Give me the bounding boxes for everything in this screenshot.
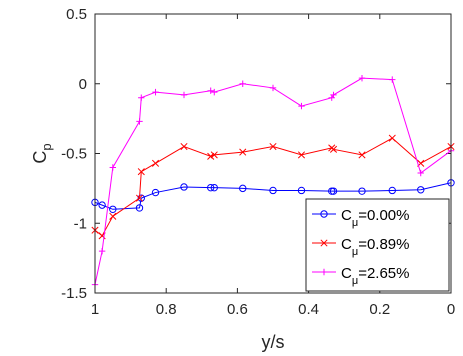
data-point-x <box>135 194 144 202</box>
data-point-plus <box>211 88 218 96</box>
legend-label-value: =0.89% <box>358 236 409 253</box>
x-tick-label: 0.6 <box>227 301 248 318</box>
data-point-plus <box>417 169 424 177</box>
data-point-circle <box>109 205 117 214</box>
legend-entry-2: Cμ=0.89% <box>312 236 409 258</box>
series-1 <box>91 179 455 214</box>
legend-label-subscript: μ <box>352 275 358 287</box>
data-point-plus <box>138 94 145 101</box>
data-point-plus <box>358 74 366 82</box>
data-point-circle <box>210 183 218 192</box>
legend-label: Cμ=2.65% <box>341 265 409 287</box>
data-point-x <box>210 151 218 159</box>
data-point-x <box>388 134 396 142</box>
data-point-circle <box>297 186 306 195</box>
data-point-circle <box>239 184 247 193</box>
x-tick-label: 0 <box>447 301 455 318</box>
data-point-x <box>358 151 366 159</box>
data-point-x <box>180 142 188 151</box>
data-point-plus <box>98 247 106 255</box>
data-point-x <box>151 159 160 167</box>
legend-entry-3: Cμ=2.65% <box>312 265 409 287</box>
series-line <box>94 137 452 237</box>
data-point-circle <box>137 194 145 202</box>
data-point-plus <box>269 84 277 92</box>
data-point-plus <box>298 102 305 110</box>
legend-label-value: =2.65% <box>358 265 409 282</box>
legend-label: Cμ=0.00% <box>341 207 409 229</box>
y-tick-label: -1.5 <box>61 285 87 302</box>
data-point-circle <box>388 186 396 195</box>
legend-label-main: C <box>341 207 352 224</box>
data-point-x <box>109 212 117 220</box>
legend-label: Cμ=0.89% <box>341 236 409 258</box>
data-point-circle <box>269 186 277 195</box>
legend-label-main: C <box>341 236 352 253</box>
data-point-circle <box>358 187 366 195</box>
data-point-plus <box>239 80 246 87</box>
legend-label-main: C <box>341 265 352 282</box>
series-line <box>94 77 452 285</box>
data-point-x <box>297 151 306 159</box>
data-point-circle <box>320 210 328 218</box>
legend-label-value: =0.00% <box>358 207 409 224</box>
legend-entry-1: Cμ=0.00% <box>312 207 409 229</box>
data-point-circle <box>417 186 425 194</box>
x-axis-ticks: 1 0.8 0.6 0.4 0.2 0 <box>91 14 455 318</box>
y-tick-label: -1 <box>74 215 87 232</box>
y-axis-label-subscript: p <box>39 143 54 150</box>
data-point-circle <box>207 183 215 192</box>
data-point-circle <box>98 201 106 209</box>
data-point-plus <box>136 118 143 125</box>
x-axis-label: y/s <box>261 332 284 352</box>
data-point-x <box>269 142 277 151</box>
data-point-circle <box>180 183 188 191</box>
y-axis-label-main: C <box>30 151 50 164</box>
y-tick-label: 0 <box>79 76 87 93</box>
series-layer <box>91 74 455 288</box>
data-point-circle <box>135 204 144 212</box>
data-point-plus <box>109 164 116 171</box>
data-point-x <box>239 148 247 156</box>
y-axis-label: Cp <box>30 143 54 163</box>
y-tick-label: -0.5 <box>61 146 87 163</box>
data-point-circle <box>151 188 160 197</box>
data-point-plus <box>152 88 159 96</box>
data-point-plus <box>389 76 396 83</box>
plot-frame <box>94 13 452 294</box>
data-point-plus <box>180 91 188 99</box>
data-point-x <box>329 145 338 153</box>
data-point-plus <box>207 87 214 94</box>
legend: Cμ=0.00%Cμ=0.89%Cμ=2.65% <box>305 198 450 292</box>
series-line <box>94 182 452 210</box>
data-point-x <box>320 239 328 247</box>
data-point-circle <box>329 187 338 195</box>
data-point-plus <box>320 268 328 276</box>
legend-label-subscript: μ <box>352 217 358 229</box>
series-2 <box>91 134 455 240</box>
data-point-x <box>137 168 145 176</box>
x-tick-label: 0.4 <box>298 301 319 318</box>
x-tick-label: 0.2 <box>369 301 390 318</box>
data-point-plus <box>330 91 337 99</box>
x-tick-label: 1 <box>91 301 99 318</box>
x-tick-label: 0.8 <box>156 301 177 318</box>
y-tick-label: 0.5 <box>66 6 87 23</box>
legend-label-subscript: μ <box>352 246 358 258</box>
